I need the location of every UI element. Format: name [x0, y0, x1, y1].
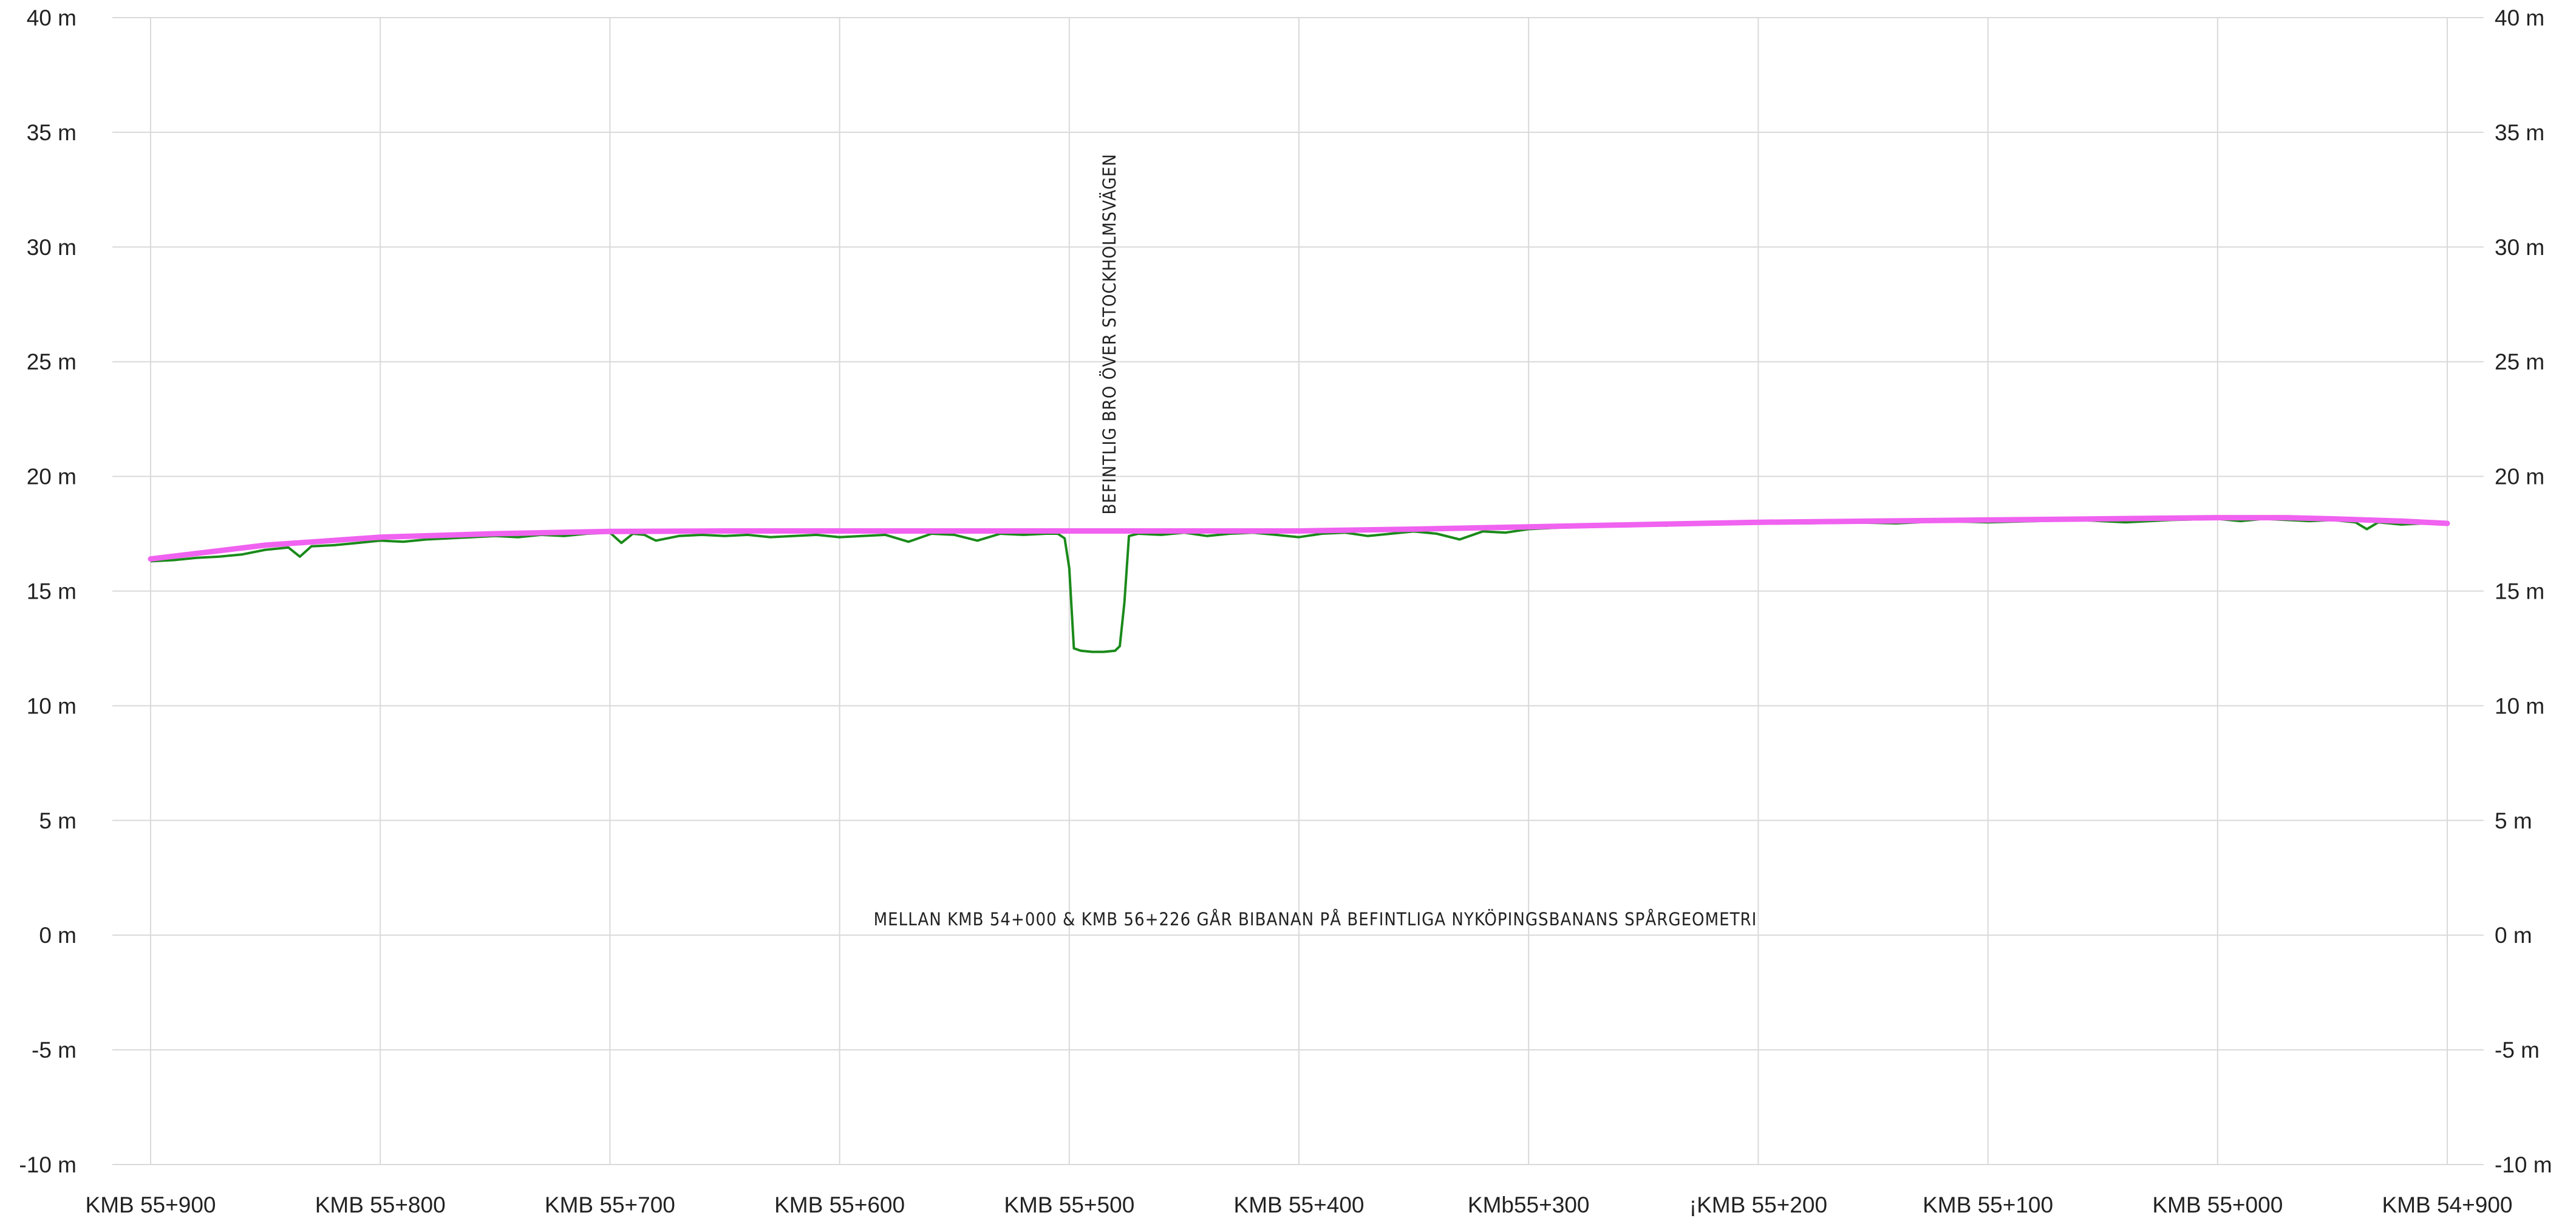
x-tick-label: KMb55+300 — [1468, 1192, 1590, 1217]
y-tick-label-left: 25 m — [27, 350, 77, 375]
y-tick-label-right: 0 m — [2495, 923, 2532, 948]
y-tick-label-right: 5 m — [2495, 808, 2532, 833]
y-tick-label-right: 25 m — [2495, 350, 2544, 375]
x-tick-label: KMB 54+900 — [2382, 1192, 2513, 1217]
y-tick-label-right: 30 m — [2495, 235, 2544, 260]
tick-layer: -10 m -10 m -5 m -5 m 0 m 0 m 5 m 5 m 10 m 10 m 15… — [19, 5, 2552, 1217]
y-tick-label-left: 20 m — [27, 464, 77, 489]
y-tick-label-right: -5 m — [2495, 1038, 2540, 1063]
x-tick-label: KMB 55+700 — [545, 1192, 675, 1217]
x-tick-label: KMB 55+000 — [2152, 1192, 2283, 1217]
x-tick-label: KMB 55+400 — [1234, 1192, 1365, 1217]
series-layer — [148, 515, 2450, 653]
y-tick-label-left: 40 m — [27, 5, 77, 30]
y-tick-label-right: 40 m — [2495, 5, 2544, 30]
x-tick-label: ¡KMB 55+200 — [1689, 1192, 1827, 1217]
grid-layer — [112, 17, 2484, 1165]
track-geometry-note: MELLAN KMB 54+000 & KMB 56+226 GÅR BIBAN… — [874, 909, 1757, 930]
y-tick-label-right: 35 m — [2495, 120, 2544, 145]
y-tick-label-left: -5 m — [32, 1038, 77, 1063]
y-tick-label-right: 10 m — [2495, 693, 2544, 718]
y-tick-label-left: 30 m — [27, 235, 77, 260]
y-tick-label-left: 15 m — [27, 579, 77, 604]
y-tick-label-left: 5 m — [39, 808, 77, 833]
x-tick-label: KMB 55+800 — [315, 1192, 446, 1217]
bridge-annotation: BEFINTLIG BRO ÖVER STOCKHOLMSVÄGEN — [1099, 154, 1120, 515]
y-tick-label-right: -10 m — [2495, 1152, 2552, 1177]
y-tick-label-left: 10 m — [27, 693, 77, 718]
y-tick-label-left: 0 m — [39, 923, 77, 948]
x-tick-label: KMB 55+600 — [774, 1192, 905, 1217]
y-tick-label-right: 20 m — [2495, 464, 2544, 489]
y-tick-label-right: 15 m — [2495, 579, 2544, 604]
track-profile-line — [148, 515, 2450, 562]
y-tick-label-left: -10 m — [19, 1152, 77, 1177]
y-tick-label-left: 35 m — [27, 120, 77, 145]
annotation-layer: BEFINTLIG BRO ÖVER STOCKHOLMSVÄGEN MELLAN… — [874, 154, 1757, 930]
x-tick-label: KMB 55+100 — [1923, 1192, 2053, 1217]
x-tick-label: KMB 55+500 — [1004, 1192, 1134, 1217]
x-tick-label: KMB 55+900 — [86, 1192, 216, 1217]
